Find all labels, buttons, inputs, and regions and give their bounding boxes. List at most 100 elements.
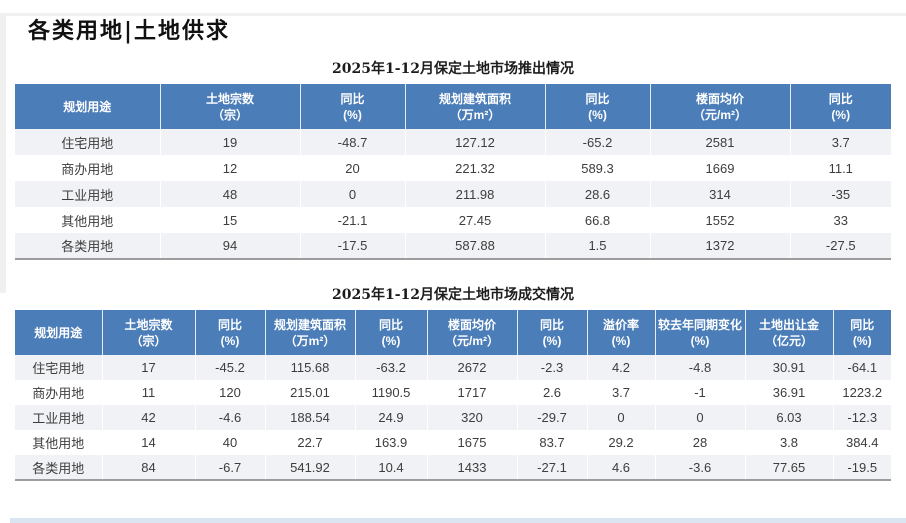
transaction-table-body: 住宅用地 17 -45.2 115.68 -63.2 2672 -2.3 4.2 -4.8 30.… [15,355,891,480]
cell: 19 [160,129,301,155]
cell: 0 [587,405,656,430]
cell: 11.1 [828,160,853,176]
cell: 其他用地 [15,430,103,455]
cell: 188.54 [265,405,356,430]
cell: 3.7 [587,380,656,405]
table-row-residential: 住宅用地 19 -48.7 127.12 -65.2 2581 3.7 [15,129,891,155]
table-row-residential: 住宅用地 17 -45.2 115.68 -63.2 2672 -2.3 4.2 -4.8 30.… [15,355,891,380]
cell: 221.32 [405,155,546,181]
cell: 10.4 [355,455,428,480]
header-cell-yoy: 同比 (%) [300,84,406,129]
cell: -4.8 [655,355,746,380]
cell: -12.3 [847,410,878,425]
cell: 84 [102,455,196,480]
cell: 541.92 [265,455,356,480]
header-cell-floor-price: 楼面均价 （元/m²） [650,84,791,129]
cell: -45.2 [195,355,266,380]
cell: 商办用地 [15,380,103,405]
page-title: 各类用地|土地供求 [28,18,231,44]
header-cell-change-vs-last-year: 较去年同期变化 (%) [655,310,746,355]
cell: 各类用地 [15,455,103,480]
cell: 28.6 [545,181,651,207]
header-cell-yoy: 同比 (%) [517,310,588,355]
cell: -1 [655,380,746,405]
header-cell-yoy: 同比 (%) [833,310,891,355]
table-row-all-types: 各类用地 84 -6.7 541.92 10.4 1433 -27.1 4.6 -3.6 77.6… [15,455,891,480]
cell: 2672 [427,355,518,380]
cell: -27.1 [517,455,588,480]
cell: 40 [195,430,266,455]
table-row-industrial: 工业用地 48 0 211.98 28.6 314 -35 [15,181,891,207]
cell: 83.7 [517,430,588,455]
cell: 27.45 [405,207,546,233]
cell: -4.6 [195,405,266,430]
header-cell-floor-price: 楼面均价 （元/m²） [427,310,518,355]
cell: 215.01 [265,380,356,405]
header-cell-yoy: 同比 (%) [790,84,891,129]
cell: 20 [300,155,406,181]
cell: 1669 [650,155,791,181]
header-cell-premium-rate: 溢价率 (%) [587,310,656,355]
cell: 22.7 [265,430,356,455]
cell: 1372 [650,233,791,259]
header-cell-planned-area: 规划建筑面积 （万m²） [405,84,546,129]
cell: 商办用地 [15,155,161,181]
table-row-all-types: 各类用地 94 -17.5 587.88 1.5 1372 -27.5 [15,233,891,259]
cell: 589.3 [545,155,651,181]
cell: 4.6 [587,455,656,480]
cell: 33 [833,212,848,228]
cell: -64.1 [847,360,878,375]
cell: -19.5 [847,459,878,475]
land-supply-table: 规划用途 土地宗数 （宗） 同比 (%) 规划建筑面积 （万m²） 同比 (%) 楼面均… [15,84,891,260]
cell: 2581 [650,129,791,155]
cell: 48 [160,181,301,207]
header-cell-parcel-count: 土地宗数 （宗） [102,310,196,355]
cell: 42 [102,405,196,430]
cell: 115.68 [265,355,356,380]
cell: 住宅用地 [15,355,103,380]
supply-table-header: 规划用途 土地宗数 （宗） 同比 (%) 规划建筑面积 （万m²） 同比 (%) 楼面均… [15,84,891,129]
header-cell-planned-area: 规划建筑面积 （万m²） [265,310,356,355]
cell: 1190.5 [355,380,428,405]
cell: -35 [831,186,851,202]
cell: 1223.2 [842,385,883,400]
transaction-table-header: 规划用途 土地宗数 （宗） 同比 (%) 规划建筑面积 （万m²） 同比 (%) 楼面均… [15,310,891,355]
cell: 24.9 [355,405,428,430]
page-edge-left [0,13,6,293]
table-row-other: 其他用地 14 40 22.7 163.9 1675 83.7 29.2 28 3.8 384.4 [15,430,891,455]
cell: 127.12 [405,129,546,155]
cell: 314 [650,181,791,207]
cell: 28 [655,430,746,455]
header-cell-yoy: 同比 (%) [355,310,428,355]
cell: 1433 [427,455,518,480]
cell: 3.8 [745,430,834,455]
cell: 1717 [427,380,518,405]
cell: 住宅用地 [15,129,161,155]
header-cell-planned-use: 规划用途 [15,84,161,129]
cell: 211.98 [405,181,546,207]
cell: 77.65 [745,455,834,480]
cell: 4.2 [587,355,656,380]
cell: 17 [102,355,196,380]
table-row-industrial: 工业用地 42 -4.6 188.54 24.9 320 -29.7 0 0 6.03 -12.3 [15,405,891,430]
cell: 0 [655,405,746,430]
cell: 11 [102,380,196,405]
cell: 14 [102,430,196,455]
cell: 工业用地 [15,405,103,430]
cell: 15 [160,207,301,233]
cell: 587.88 [405,233,546,259]
cell: -29.7 [517,405,588,430]
table-row-commercial: 商办用地 12 20 221.32 589.3 1669 11.1 [15,155,891,181]
header-cell-land-transfer-fee: 土地出让金 （亿元） [745,310,834,355]
cell: 1.5 [545,233,651,259]
cell: 0 [300,181,406,207]
header-row: 规划用途 土地宗数 （宗） 同比 (%) 规划建筑面积 （万m²） 同比 (%) 楼面均… [15,84,891,129]
cell: 29.2 [587,430,656,455]
cell: 各类用地 [15,233,161,259]
cell: -27.5 [825,238,856,253]
header-row: 规划用途 土地宗数 （宗） 同比 (%) 规划建筑面积 （万m²） 同比 (%) 楼面均… [15,310,891,355]
header-cell-yoy: 同比 (%) [195,310,266,355]
cell: -2.3 [517,355,588,380]
cell: 30.91 [745,355,834,380]
cell: 320 [427,405,518,430]
